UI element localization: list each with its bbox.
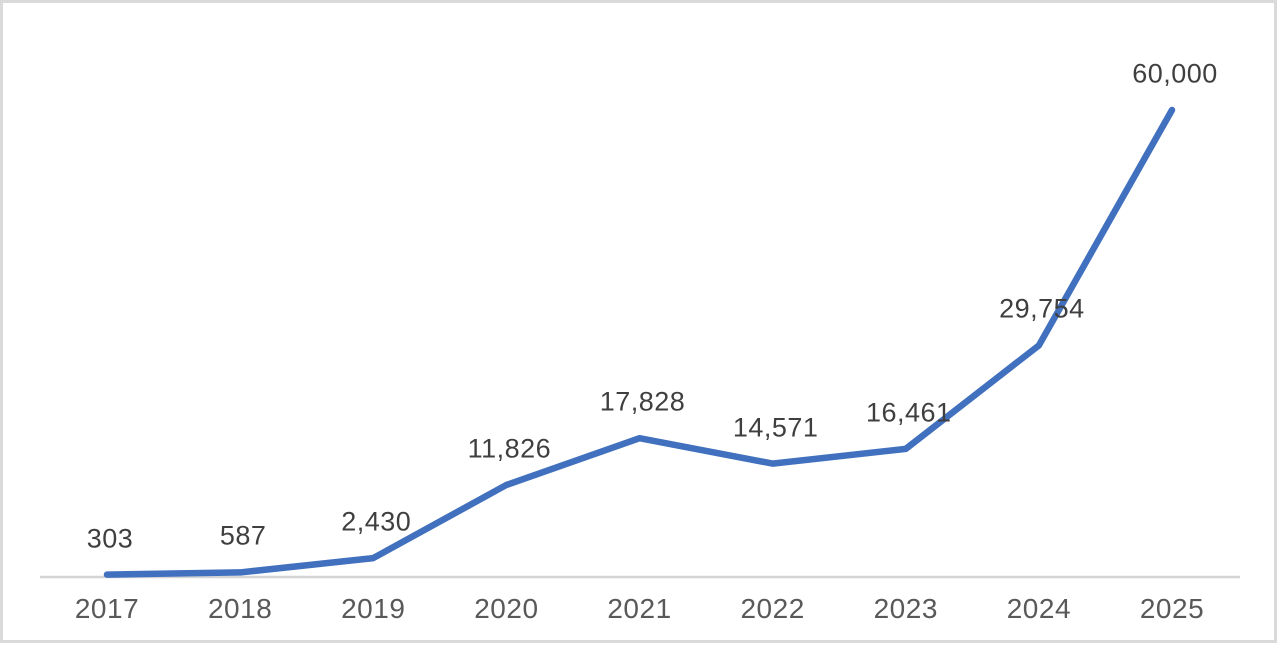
x-tick-label-2020: 2020	[474, 593, 539, 624]
data-label-2018: 587	[219, 520, 267, 551]
x-tick-label-2018: 2018	[207, 593, 273, 624]
x-tick-label-2017: 2017	[74, 593, 140, 624]
x-tick-label-2022: 2022	[740, 593, 805, 624]
data-label-2019: 2,430	[341, 506, 412, 537]
x-tick-label-2023: 2023	[873, 593, 938, 624]
x-tick-label-2021: 2021	[607, 593, 672, 624]
x-tick-label-2024: 2024	[1006, 593, 1072, 624]
x-tick-label-2025: 2025	[1139, 593, 1205, 624]
data-label-2022: 14,571	[732, 412, 819, 443]
data-label-2017: 303	[86, 523, 134, 554]
x-tick-label-2019: 2019	[341, 593, 406, 624]
data-label-2023: 16,461	[865, 397, 952, 428]
series-line	[103, 106, 1176, 578]
data-label-2021: 17,828	[599, 386, 686, 417]
data-label-2025: 60,000	[1132, 58, 1218, 89]
data-label-2024: 29,754	[999, 293, 1085, 324]
data-label-2020: 11,826	[467, 433, 552, 464]
